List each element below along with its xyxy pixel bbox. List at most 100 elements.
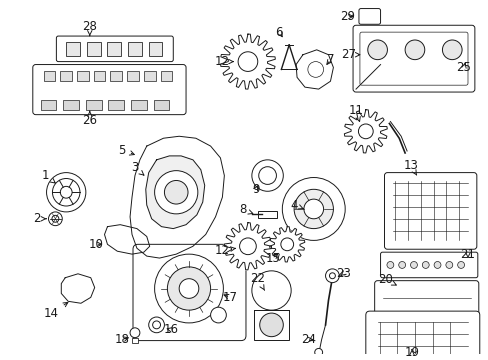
Text: 5: 5 <box>118 144 134 157</box>
Circle shape <box>251 271 290 310</box>
Circle shape <box>314 348 322 356</box>
Circle shape <box>52 179 80 206</box>
Text: 6: 6 <box>275 26 283 39</box>
Circle shape <box>152 321 160 329</box>
Circle shape <box>259 313 283 337</box>
Text: 26: 26 <box>82 111 97 127</box>
Circle shape <box>251 160 283 191</box>
Circle shape <box>52 215 59 222</box>
Text: 2: 2 <box>33 212 46 225</box>
Text: 9: 9 <box>251 183 259 196</box>
Bar <box>43 71 55 81</box>
FancyBboxPatch shape <box>380 252 477 278</box>
Circle shape <box>445 261 452 269</box>
Polygon shape <box>269 227 304 262</box>
FancyBboxPatch shape <box>358 9 380 24</box>
Circle shape <box>282 177 345 240</box>
Polygon shape <box>104 225 149 254</box>
Circle shape <box>154 254 223 323</box>
Text: 14: 14 <box>44 302 68 320</box>
Circle shape <box>422 261 428 269</box>
Circle shape <box>293 189 333 229</box>
FancyBboxPatch shape <box>384 172 476 249</box>
Circle shape <box>329 273 335 279</box>
Bar <box>108 100 124 110</box>
Circle shape <box>404 40 424 60</box>
Bar <box>128 42 142 56</box>
Circle shape <box>46 172 86 212</box>
Circle shape <box>410 261 417 269</box>
Circle shape <box>164 180 187 204</box>
Text: 10: 10 <box>88 238 103 251</box>
Bar <box>148 42 162 56</box>
Bar <box>110 71 122 81</box>
Bar <box>153 100 169 110</box>
Polygon shape <box>344 110 386 153</box>
Bar <box>107 42 121 56</box>
FancyBboxPatch shape <box>56 36 173 62</box>
Polygon shape <box>61 274 95 303</box>
Text: 11: 11 <box>348 104 363 121</box>
Circle shape <box>130 328 140 338</box>
Text: 1: 1 <box>42 169 55 183</box>
Text: 25: 25 <box>456 61 470 74</box>
Text: 12: 12 <box>214 55 233 68</box>
Text: 27: 27 <box>340 48 359 61</box>
Bar <box>127 71 139 81</box>
Text: 19: 19 <box>404 346 419 359</box>
Bar <box>66 42 80 56</box>
FancyBboxPatch shape <box>365 311 479 360</box>
Circle shape <box>154 171 198 214</box>
Circle shape <box>433 261 440 269</box>
Bar <box>94 71 105 81</box>
Circle shape <box>386 261 393 269</box>
Text: 8: 8 <box>239 203 252 216</box>
Bar <box>257 211 277 218</box>
FancyBboxPatch shape <box>33 64 185 114</box>
Polygon shape <box>145 156 204 229</box>
Text: 13: 13 <box>403 159 418 175</box>
Bar <box>87 42 101 56</box>
Circle shape <box>179 279 199 298</box>
Text: 28: 28 <box>82 20 97 36</box>
FancyBboxPatch shape <box>359 32 467 85</box>
Polygon shape <box>295 50 333 89</box>
Bar <box>253 310 288 339</box>
Text: 24: 24 <box>301 333 316 346</box>
Text: 3: 3 <box>131 161 143 175</box>
Text: 18: 18 <box>115 333 129 346</box>
Bar <box>77 71 89 81</box>
Bar <box>160 71 172 81</box>
Text: 7: 7 <box>326 53 333 66</box>
Text: 4: 4 <box>290 198 303 212</box>
Text: 16: 16 <box>163 323 179 336</box>
Text: 20: 20 <box>377 273 395 286</box>
Bar <box>132 338 138 343</box>
FancyBboxPatch shape <box>374 281 478 316</box>
FancyBboxPatch shape <box>352 25 474 92</box>
Text: 12: 12 <box>214 244 235 257</box>
Circle shape <box>210 307 226 323</box>
Circle shape <box>325 269 339 283</box>
Bar <box>143 71 155 81</box>
Circle shape <box>304 199 323 219</box>
Circle shape <box>167 267 210 310</box>
Bar <box>41 100 56 110</box>
Text: 29: 29 <box>339 10 354 23</box>
Bar <box>131 100 146 110</box>
Polygon shape <box>224 223 271 270</box>
Bar <box>60 71 72 81</box>
Bar <box>63 100 79 110</box>
Circle shape <box>148 317 164 333</box>
Circle shape <box>60 186 72 198</box>
FancyBboxPatch shape <box>133 244 245 341</box>
Circle shape <box>48 212 62 226</box>
Text: 15: 15 <box>265 252 280 265</box>
Circle shape <box>307 62 323 77</box>
Bar <box>86 100 102 110</box>
Text: 22: 22 <box>250 272 264 291</box>
Circle shape <box>367 40 386 60</box>
Circle shape <box>258 167 276 184</box>
Circle shape <box>442 40 461 60</box>
Polygon shape <box>130 136 224 258</box>
